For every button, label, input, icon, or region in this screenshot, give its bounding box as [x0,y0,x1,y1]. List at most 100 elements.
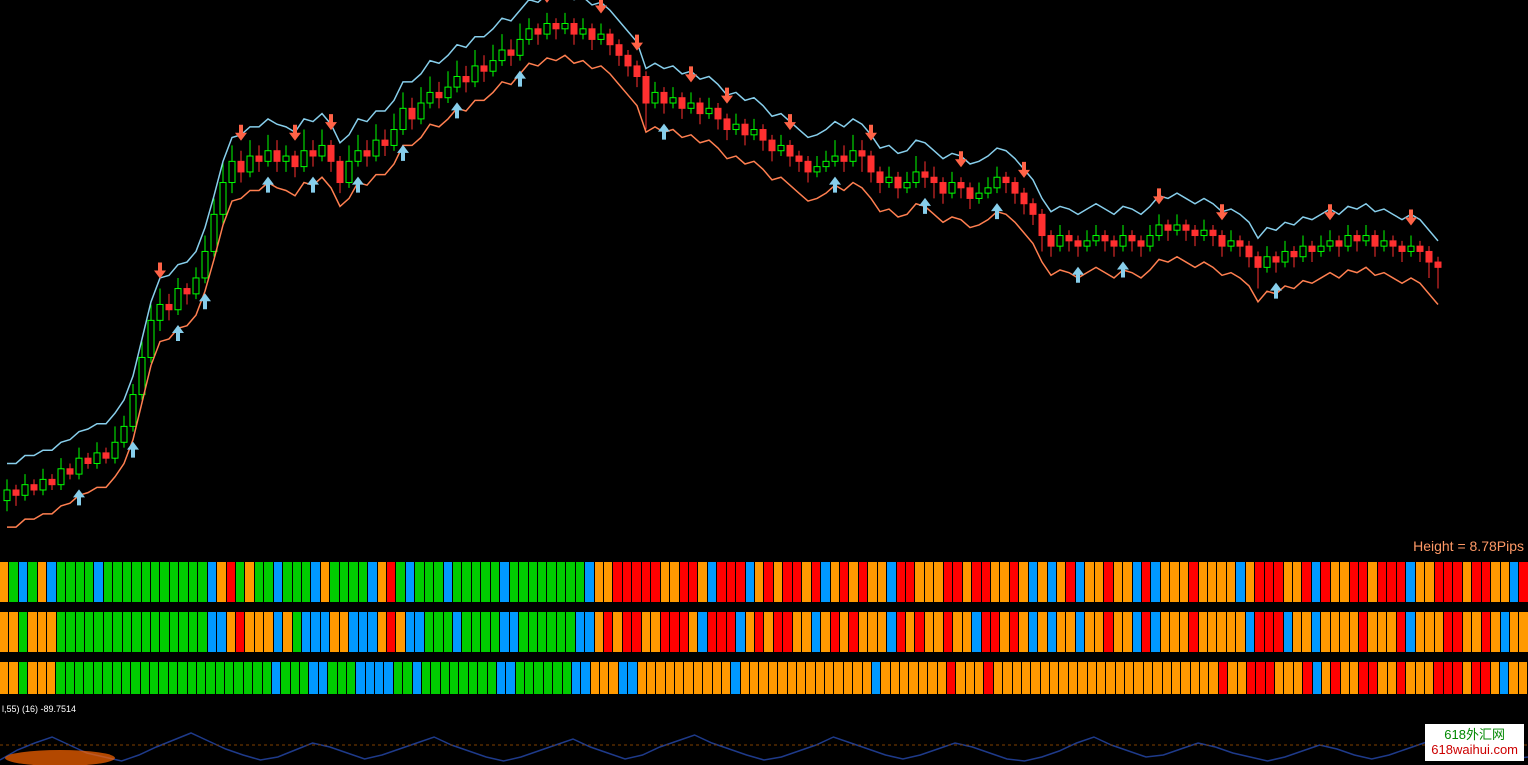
indicator-cell [553,662,562,694]
arrow-down-icon [541,0,553,3]
indicator-cell [1378,562,1387,602]
indicator-cell [632,612,641,652]
indicator-cell [481,562,490,602]
indicator-cell [566,612,575,652]
indicator-cell [1048,562,1057,602]
indicator-cell [1209,662,1218,694]
indicator-cell [1500,662,1509,694]
indicator-cell [0,612,9,652]
indicator-cell [425,562,434,602]
indicator-cell [736,612,745,652]
arrow-down-icon [784,114,796,130]
arrow-up-icon [307,177,319,193]
indicator-cell [853,662,862,694]
indicator-cell [441,662,450,694]
indicator-cell [1359,662,1368,694]
indicator-cell [403,662,412,694]
indicator-cell [872,662,881,694]
indicator-cell [1444,662,1453,694]
indicator-cell [94,662,103,694]
indicator-cell [516,662,525,694]
indicator-cell [227,612,236,652]
indicator-cell [1003,662,1012,694]
arrow-down-icon [955,151,967,167]
indicator-cell [415,612,424,652]
indicator-cell [755,562,764,602]
indicator-cell [19,562,28,602]
indicator-cell [529,612,538,652]
indicator-cell [585,612,594,652]
indicator-cell [613,612,622,652]
indicator-cell [28,612,37,652]
indicator-cell [57,562,66,602]
indicator-cell [1255,562,1264,602]
indicator-cell [591,662,600,694]
indicator-cell [651,562,660,602]
indicator-cell [670,562,679,602]
indicator-cell [1397,662,1406,694]
indicator-cell [1453,662,1462,694]
indicator-cell [623,562,632,602]
indicator-cell [1170,562,1179,602]
indicator-cell [85,562,94,602]
indicator-cell [897,612,906,652]
indicator-cell [236,562,245,602]
indicator-cell [76,612,85,652]
indicator-cell [595,612,604,652]
indicator-cell [434,562,443,602]
indicator-cell [197,662,206,694]
indicator-cell [123,562,132,602]
indicator-cell [1088,662,1097,694]
indicator-cell [642,612,651,652]
indicator-cell [1000,612,1009,652]
indicator-cell [1133,562,1142,602]
indicator-cell [1265,612,1274,652]
indicator-cell [1481,662,1490,694]
indicator-cell [300,662,309,694]
indicator-cell [274,612,283,652]
indicator-cell [338,662,347,694]
indicator-cell [1501,612,1510,652]
indicator-cell [925,612,934,652]
indicator-cell [670,612,679,652]
arrow-up-icon [1270,283,1282,299]
indicator-cell [934,562,943,602]
indicator-cell [1181,662,1190,694]
indicator-cell [431,662,440,694]
indicator-cell [472,562,481,602]
indicator-cell [384,662,393,694]
indicator-cell [510,612,519,652]
indicator-cell [1133,612,1142,652]
indicator-cell [491,612,500,652]
indicator-cell [802,612,811,652]
indicator-cell [189,612,198,652]
indicator-cell [953,562,962,602]
indicator-cell [47,662,56,694]
indicator-cell [366,662,375,694]
oscillator-panel[interactable] [0,700,1528,765]
indicator-cell [774,612,783,652]
indicator-row-2 [0,612,1528,652]
indicator-cell [189,562,198,602]
indicator-cell [1076,612,1085,652]
indicator-cell [529,562,538,602]
indicator-cell [1519,562,1528,602]
indicator-cell [1010,562,1019,602]
indicator-cell [778,662,787,694]
indicator-cell [47,562,56,602]
indicator-cell [1189,612,1198,652]
indicator-cell [1199,612,1208,652]
indicator-cell [1293,612,1302,652]
indicator-cell [66,662,75,694]
indicator-cell [525,662,534,694]
indicator-cell [244,662,253,694]
watermark-line2: 618waihui.com [1431,742,1518,758]
indicator-cell [1491,562,1500,602]
indicator-cell [1057,612,1066,652]
indicator-cell [991,612,1000,652]
indicator-cell [208,612,217,652]
indicator-cell [1312,562,1321,602]
indicator-cell [1444,562,1453,602]
price-chart[interactable] [0,0,1528,558]
indicator-cell [1246,562,1255,602]
